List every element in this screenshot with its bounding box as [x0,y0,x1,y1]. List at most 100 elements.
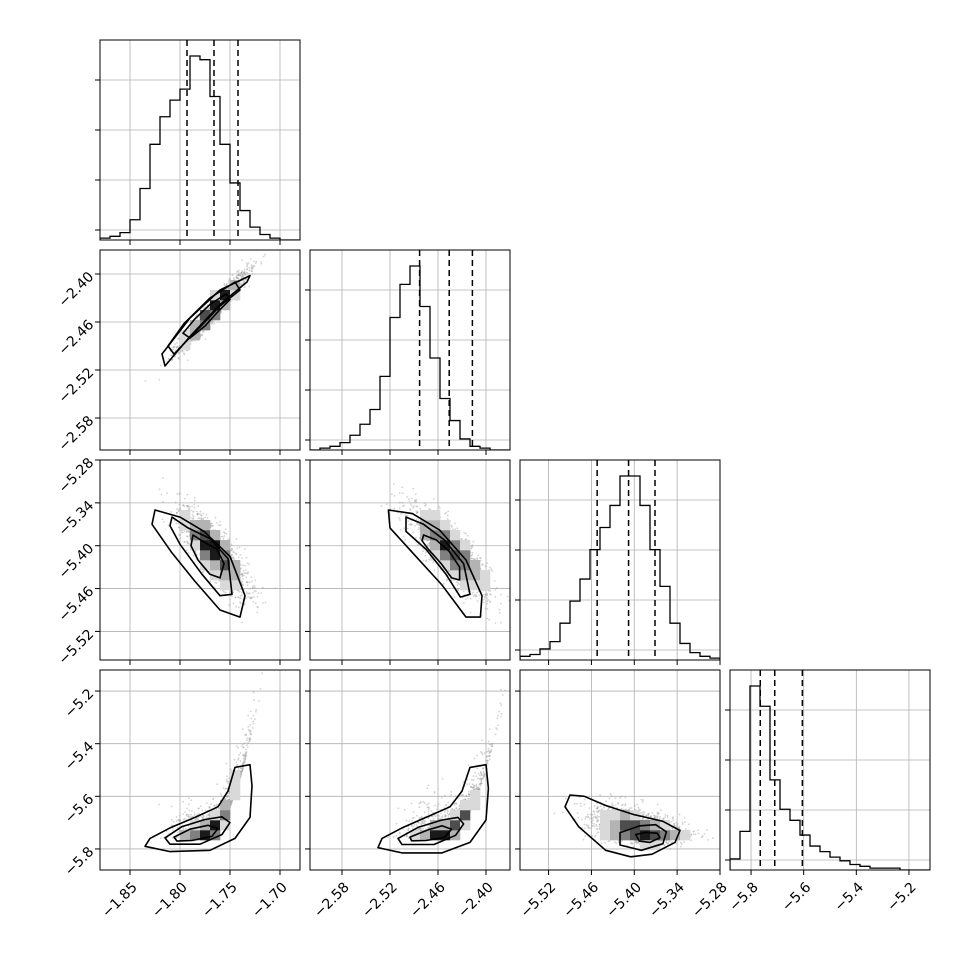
scatter-point [214,516,217,519]
scatter-point [254,579,257,581]
scatter-point [243,268,246,271]
scatter-point [186,541,189,543]
scatter-point [248,269,251,272]
scatter-point [186,815,189,817]
scatter-point [256,611,259,614]
scatter-point [178,526,181,529]
scatter-point [425,504,427,506]
panel-1-1 [305,249,511,455]
scatter-point [196,318,199,320]
panel-frame [99,459,301,661]
scatter-point [170,511,173,513]
scatter-point [456,589,459,591]
scatter-point [210,322,213,325]
scatter-point [248,740,251,742]
scatter-point [175,346,178,349]
scatter-point [235,745,238,747]
scatter-point [182,504,185,507]
scatter-point [178,508,181,511]
scatter-point [245,278,248,280]
contour-2-0-2 [151,509,246,618]
scatter-point [217,807,220,810]
scatter-point [197,517,200,520]
scatter-point [226,775,228,777]
scatter-point [248,581,251,584]
scatter-point [486,617,489,620]
scatter-point [196,817,199,819]
scatter-point [428,558,431,561]
scatter-point [450,525,453,528]
scatter-point [489,601,492,604]
scatter-point [407,520,410,522]
scatter-group-2-0 [151,477,277,624]
scatter-point [257,606,260,609]
scatter-point [498,608,501,611]
scatter-point [483,596,486,599]
scatter-point [241,580,244,583]
scatter-point [225,762,228,765]
density-cell [460,580,471,591]
scatter-point [479,557,482,559]
scatter-point [241,573,244,576]
scatter-point [179,533,182,536]
scatter-point [489,590,492,592]
scatter-point [445,512,448,514]
scatter-point [250,267,253,270]
scatter-point [182,827,185,830]
scatter-point [426,543,429,546]
scatter-point [262,255,265,258]
scatter-point [202,570,205,573]
scatter-point [242,271,245,274]
scatter-point [199,510,202,513]
scatter-point [385,503,388,506]
scatter-point [160,364,162,367]
scatter-point [191,505,194,508]
scatter-point [220,536,223,538]
panel-frame [309,249,511,451]
scatter-point [237,274,240,276]
scatter-point [245,748,247,751]
scatter-point [232,557,234,560]
density-cell [180,510,191,521]
scatter-point [187,505,190,507]
scatter-point [235,538,238,540]
scatter-point [234,596,237,599]
density-cell [210,550,221,561]
scatter-point [191,513,194,516]
scatter-point [210,525,213,527]
scatter-point [248,592,250,595]
scatter-point [471,544,474,547]
scatter-point [190,517,192,519]
contour-2-1-2 [387,509,483,618]
scatter-point [494,595,497,598]
scatter-point [183,540,186,543]
density-cell [440,520,451,531]
scatter-point [442,582,445,585]
scatter-point [245,581,248,584]
density-cell [190,330,201,341]
scatter-point [428,544,431,546]
scatter-point [235,553,238,556]
density-cell [450,530,461,541]
scatter-point [401,492,404,495]
scatter-point [201,571,204,574]
scatter-point [183,541,186,544]
scatter-point [242,767,244,770]
contour-2-1-0 [421,534,461,581]
scatter-point [245,572,248,575]
panel-2-1 [305,459,511,665]
scatter-point [486,594,489,597]
scatter-point [239,554,242,556]
scatter-point [455,581,458,584]
scatter-point [415,536,417,539]
scatter-point [173,519,176,522]
scatter-point [247,595,250,598]
scatter-point [246,262,248,264]
scatter-point [260,261,263,263]
density-cell [470,570,481,581]
scatter-point [488,618,490,621]
scatter-point [422,559,425,562]
scatter-point [219,312,222,315]
scatter-point [179,819,182,822]
scatter-point [208,307,211,309]
